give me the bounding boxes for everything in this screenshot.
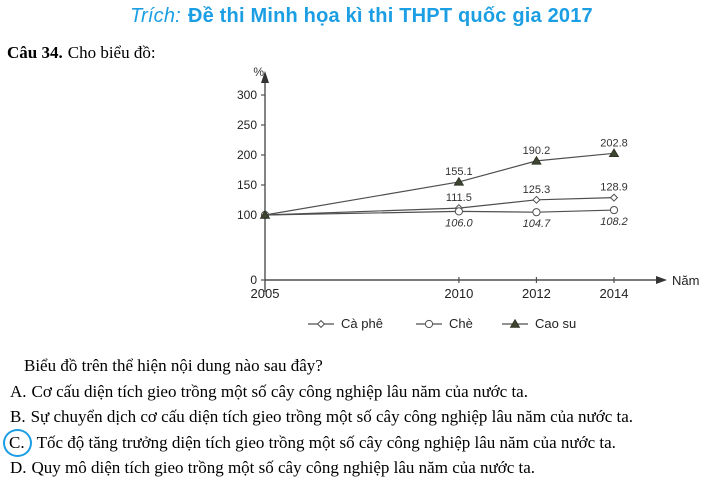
option-d-text: Quy mô diện tích gieo trồng một số cây c… — [31, 458, 536, 478]
y-tick-label: 100 — [237, 208, 257, 222]
data-label: 125.3 — [523, 184, 551, 196]
y-tick-label: 200 — [237, 148, 257, 162]
title-main: Đề thi Minh họa kì thi THPT quốc gia 201… — [187, 5, 593, 27]
option-c-letter answer-circle: C. — [3, 428, 32, 457]
legend-label: Chè — [449, 316, 473, 331]
x-axis-arrow — [656, 276, 667, 284]
y-axis: % 0 100 150 200 250 300 — [237, 66, 269, 292]
triangle-marker — [608, 148, 620, 158]
option-b: B. Sự chuyển dịch cơ cấu diện tích gieo t… — [10, 404, 720, 430]
data-label: 202.8 — [600, 137, 628, 149]
circle-marker — [424, 319, 434, 329]
circle-marker — [532, 208, 541, 217]
y-tick-label: 150 — [237, 178, 257, 192]
data-label: 106.0 — [445, 217, 473, 229]
option-b-text: Sự chuyển dịch cơ cấu diện tích gieo trồ… — [30, 407, 634, 427]
x-tick-label: 2005 — [251, 286, 280, 301]
data-label: 155.1 — [445, 166, 473, 178]
y-axis-label: % — [253, 66, 264, 79]
y-axis-arrow — [261, 71, 269, 83]
y-tick-label: 300 — [237, 88, 257, 102]
circle-marker — [454, 207, 463, 216]
question-number: Câu 34. — [7, 43, 63, 62]
page-title: Trích: Đề thi Minh họa kì thi THPT quốc g… — [0, 0, 723, 28]
triangle-marker — [509, 318, 521, 328]
legend-label: Cao su — [535, 316, 576, 331]
series-line — [264, 152, 615, 216]
triangle-marker — [531, 155, 542, 165]
question-prompt: Biểu đồ trên thể hiện nội dung nào sau đ… — [24, 356, 323, 375]
option-a-text: Cơ cấu diện tích gieo trồng một số cây c… — [31, 381, 528, 401]
x-tick-label: 2010 — [444, 286, 473, 301]
circle-marker — [609, 205, 619, 215]
series-line — [264, 209, 615, 216]
data-label: 128.9 — [600, 182, 628, 194]
data-label: 190.2 — [523, 145, 551, 157]
y-tick-label: 0 — [250, 273, 257, 287]
data-label: 108.2 — [600, 216, 628, 228]
diamond-marker — [532, 195, 541, 204]
question-block: Biểu đồ trên thể hiện nội dung nào sau đ… — [3, 353, 720, 481]
option-c: C. Tốc độ tăng trưởng diện tích gieo trồn… — [3, 428, 720, 457]
option-a: A. Cơ cấu diện tích gieo trồng một số cây… — [10, 379, 720, 405]
question-header: Câu 34. Cho biểu đồ: — [7, 43, 156, 63]
triangle-marker — [453, 176, 465, 186]
chart-series: 111.5 125.3 128.9 106.0 104.7 108.2 155.1 190.2… — [259, 137, 628, 230]
diamond-marker — [609, 193, 619, 202]
data-label: 111.5 — [446, 192, 472, 204]
x-axis: Năm 2005 2010 2012 2014 — [251, 273, 700, 301]
x-axis-label: Năm — [672, 273, 699, 288]
title-prefix: Trích: — [130, 5, 181, 27]
diamond-marker — [316, 319, 326, 329]
question-intro: Cho biểu đồ: — [67, 43, 156, 62]
option-a-letter: A. — [10, 381, 27, 401]
option-d-letter: D. — [10, 458, 27, 478]
data-label: 104.7 — [523, 218, 551, 230]
series-line — [264, 197, 615, 216]
legend-label: Cà phê — [341, 316, 383, 331]
triangle-marker — [259, 209, 271, 219]
option-c-text: Tốc độ tăng trưởng diện tích gieo trồng … — [36, 432, 616, 452]
x-tick-label: 2014 — [600, 286, 629, 301]
x-tick-label: 2012 — [522, 286, 551, 301]
growth-line-chart: % 0 100 150 200 250 300 Năm 2005 2010 2012 2014 11… — [237, 66, 700, 331]
y-tick-label: 250 — [237, 118, 257, 132]
option-b-letter: B. — [10, 407, 26, 427]
chart-legend: Cà phê Chè Cao su — [308, 316, 576, 331]
option-d: D. Quy mô diện tích gieo trồng một số cây… — [10, 455, 720, 481]
